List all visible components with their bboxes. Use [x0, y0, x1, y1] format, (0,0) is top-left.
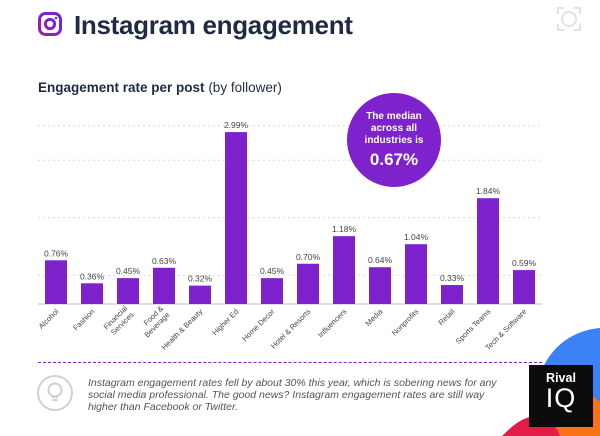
- data-label-7: 0.70%: [296, 252, 321, 262]
- tick-label-11: Retail: [436, 307, 456, 327]
- data-label-1: 0.36%: [80, 271, 105, 281]
- subtitle-bold: Engagement rate per post: [38, 80, 205, 95]
- tick-label-9: Media: [364, 306, 385, 327]
- tick-label-3: Food &Beverage: [136, 304, 171, 339]
- tick-label-2: FinancialServices: [102, 304, 136, 338]
- tick-label-0: Alcohol: [37, 307, 61, 331]
- data-label-3: 0.63%: [152, 256, 177, 266]
- bar-13: [513, 270, 535, 304]
- bar-7: [297, 263, 319, 304]
- bar-9: [369, 267, 391, 304]
- tick-label-8: Influencers: [316, 307, 348, 339]
- tick-label-10: Nonprofits: [390, 307, 421, 338]
- bar-2: [117, 278, 139, 304]
- data-label-8: 1.18%: [332, 224, 357, 234]
- bar-3: [153, 267, 175, 304]
- bar-12: [477, 198, 499, 304]
- footnote-text: Instagram engagement rates fell by about…: [88, 377, 497, 413]
- expand-icon: [557, 7, 581, 31]
- bar-11: [441, 285, 463, 304]
- data-label-5: 2.99%: [224, 120, 249, 130]
- data-label-12: 1.84%: [476, 186, 501, 196]
- bar-4: [189, 285, 211, 304]
- subtitle-light: (by follower): [208, 80, 282, 95]
- data-label-9: 0.64%: [368, 255, 393, 265]
- bar-8: [333, 236, 355, 304]
- data-label-6: 0.45%: [260, 266, 285, 276]
- data-label-13: 0.59%: [512, 258, 537, 268]
- logo-line2: IQ: [545, 383, 577, 413]
- data-label-4: 0.32%: [188, 274, 213, 284]
- data-label-11: 0.33%: [440, 273, 465, 283]
- bar-0: [45, 260, 67, 304]
- tick-label-5: Higher Ed: [210, 307, 240, 337]
- rival-iq-logo: Rival IQ: [529, 365, 593, 427]
- median-value: 0.67%: [369, 149, 419, 169]
- lightbulb-icon: [37, 375, 73, 411]
- logo-line1: Rival: [546, 371, 576, 385]
- bar-1: [81, 283, 103, 304]
- tick-label-1: Fashion: [71, 307, 96, 332]
- data-label-0: 0.76%: [44, 248, 69, 258]
- tick-label-6: Home Decor: [240, 307, 276, 343]
- median-text: The median across all industries is: [364, 110, 424, 146]
- bar-10: [405, 244, 427, 304]
- page-title: Instagram engagement: [74, 10, 353, 40]
- bar-6: [261, 278, 283, 304]
- bar-chart: 0.76% Alcohol 0.36% Fashion 0.45% FinancialSe…: [37, 120, 542, 352]
- bar-5: [225, 132, 247, 304]
- dashed-divider: [38, 362, 542, 363]
- instagram-icon: [38, 12, 62, 36]
- median-badge: The median across all industries is 0.67…: [347, 93, 441, 187]
- data-label-2: 0.45%: [116, 266, 141, 276]
- chart-subtitle: Engagement rate per post (by follower): [38, 80, 282, 95]
- data-label-10: 1.04%: [404, 232, 429, 242]
